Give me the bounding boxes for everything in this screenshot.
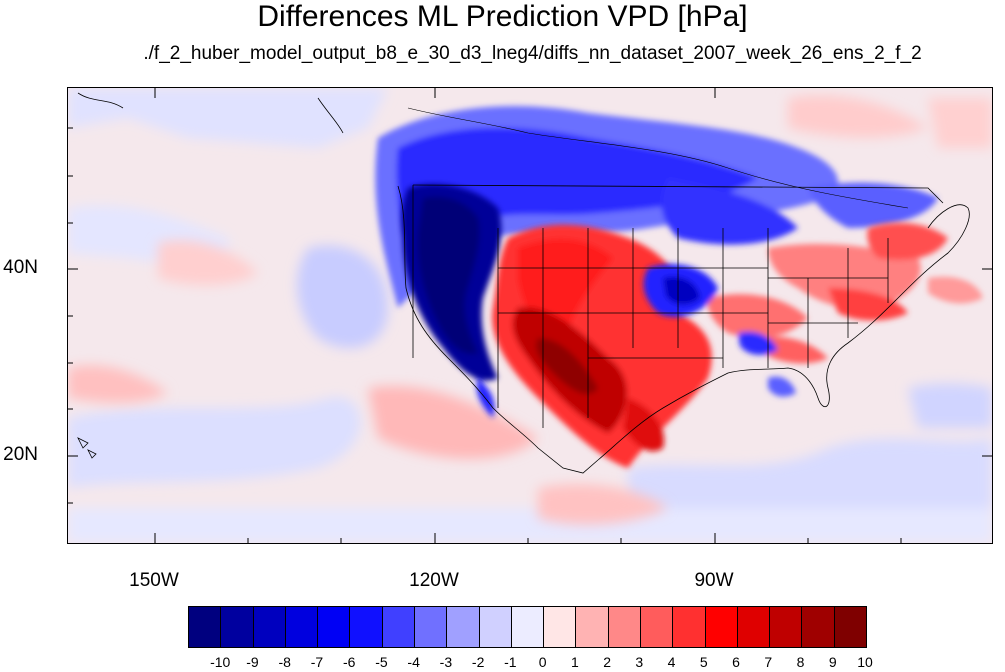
colorbar-swatch (576, 607, 609, 647)
colorbar-tick-label: -4 (407, 654, 420, 670)
colorbar-tick-label: 8 (796, 654, 805, 670)
colorbar-labels: -10 -9 -8 -7 -6 -5 -4 -3 -2 -1 0 1 2 3 4 5 6 7 8 9 10 (0, 654, 1005, 672)
colorbar-swatch (834, 607, 866, 647)
colorbar-swatch (221, 607, 254, 647)
colorbar-tick-label: 1 (570, 654, 579, 670)
colorbar-tick-label: 4 (667, 654, 676, 670)
colorbar-swatch (673, 607, 706, 647)
map-subtitle: ./f_2_huber_model_output_b8_e_30_d3_lneg… (143, 43, 922, 64)
colorbar-tick-label: -8 (278, 654, 291, 670)
colorbar-tick-label: -3 (439, 654, 453, 670)
lon-label-90w: 90W (694, 570, 734, 591)
colorbar-tick-label: 2 (603, 654, 611, 670)
lon-label-150w: 150W (129, 570, 179, 591)
colorbar-tick-label: 9 (828, 654, 837, 670)
colorbar-tick-label: 5 (699, 654, 708, 670)
colorbar-swatch (802, 607, 835, 647)
colorbar-tick-label: -10 (210, 654, 231, 670)
colorbar-tick-label: -1 (504, 654, 517, 670)
colorbar-tick-label: -2 (471, 654, 485, 670)
colorbar-swatch (479, 607, 512, 647)
colorbar-swatch (318, 607, 351, 647)
colorbar-tick-label: 0 (538, 654, 547, 670)
ocean-positive-patches (68, 95, 992, 525)
colorbar-swatch (382, 607, 415, 647)
colorbar-tick-label: 3 (635, 654, 644, 670)
colorbar-tick-label: 10 (857, 654, 873, 670)
colorbar-swatch (544, 607, 577, 647)
inner-tick-marks (68, 88, 992, 543)
colorbar-swatch (640, 607, 674, 647)
colorbar-tick-label: 7 (764, 654, 773, 670)
northern-negative-region (375, 106, 938, 308)
colorbar-swatch (285, 607, 319, 647)
colorbar-swatch (511, 607, 545, 647)
colorbar-swatch (414, 607, 448, 647)
coastlines-and-borders (77, 92, 970, 474)
colorbar-tick-label: 6 (732, 654, 740, 670)
colorbar-swatch (608, 607, 641, 647)
colorbar-swatch (447, 607, 480, 647)
ocean-negative-patches (68, 88, 992, 543)
difference-field (68, 88, 992, 543)
map-title: Differences ML Prediction VPD [hPa] (257, 0, 748, 33)
colorbar-tick-label: -9 (246, 654, 259, 670)
colorbar-tick-label: -6 (342, 654, 356, 670)
colorbar-tick-label: -5 (375, 654, 388, 670)
colorbar-swatch (350, 607, 383, 647)
map-plot-area (67, 87, 993, 544)
lat-label-40n: 40N (3, 257, 38, 278)
colorbar (188, 606, 867, 648)
colorbar-swatch (189, 607, 222, 647)
colorbar-swatch (770, 607, 803, 647)
colorbar-swatch (737, 607, 771, 647)
colorbar-swatch (253, 607, 286, 647)
colorbar-swatch (705, 607, 738, 647)
lat-label-20n: 20N (3, 444, 38, 465)
colorbar-tick-label: -7 (310, 654, 324, 670)
lon-label-120w: 120W (409, 570, 459, 591)
